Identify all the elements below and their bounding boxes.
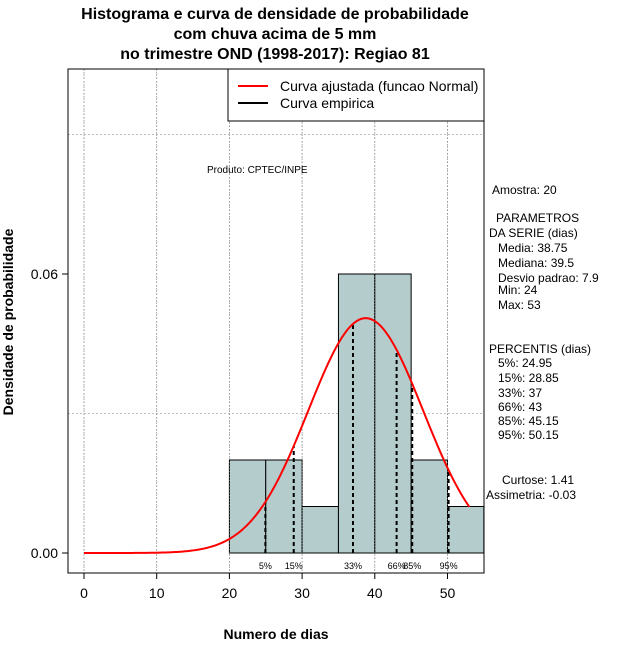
bars-layer bbox=[83, 69, 485, 573]
normal-fit-curve bbox=[84, 317, 471, 554]
percentile-label-5: 95% bbox=[440, 561, 458, 571]
params-title-2: DA SERIE (dias) bbox=[489, 226, 578, 240]
x-tick-label-3: 30 bbox=[294, 585, 310, 601]
y-tick-label-1: 0.06 bbox=[31, 266, 58, 282]
percentile-label-4: 85% bbox=[403, 561, 421, 571]
x-tick-label-0: 0 bbox=[80, 585, 88, 601]
percentil-15: 15%: 28.85 bbox=[498, 371, 559, 385]
percentile-layer: 5% 15% 33% 66%85% 95% bbox=[259, 323, 458, 571]
chart-title-line-1: Histograma e curva de densidade de proba… bbox=[81, 6, 469, 23]
y-axis-label: Densidade de probabilidade bbox=[0, 228, 16, 415]
chart-title-line-3: no trimestre OND (1998-2017): Regiao 81 bbox=[120, 46, 430, 63]
histogram-bar-1 bbox=[265, 459, 303, 554]
param-max: Max: 53 bbox=[498, 298, 541, 312]
percentile-label-1: 15% bbox=[285, 561, 303, 571]
axes-layer: 0 10 20 30 40 50 0.00 0.06 bbox=[31, 266, 456, 601]
percentile-label-3: 66% bbox=[388, 561, 406, 571]
percentis-title: PERCENTIS (dias) bbox=[489, 342, 592, 356]
percentile-label-2: 33% bbox=[344, 561, 362, 571]
param-min: Min: 24 bbox=[498, 283, 538, 297]
params-title-1: PARAMETROS bbox=[496, 211, 580, 225]
histogram-bar-5 bbox=[410, 459, 448, 554]
histogram-bar-3 bbox=[337, 273, 376, 554]
percentile-label-0: 5% bbox=[259, 561, 272, 571]
x-tick-label-1: 10 bbox=[149, 585, 165, 601]
legend-label-0: Curva ajustada (funcao Normal) bbox=[280, 78, 478, 94]
percentil-66: 66%: 43 bbox=[498, 400, 543, 414]
percentil-5: 5%: 24.95 bbox=[498, 356, 553, 370]
sample-size: Amostra: 20 bbox=[492, 183, 557, 197]
curtose-value: Curtose: 1.41 bbox=[502, 473, 575, 487]
param-media: Media: 38.75 bbox=[498, 241, 568, 255]
x-tick-label-5: 50 bbox=[440, 585, 456, 601]
histogram-bar-6 bbox=[447, 506, 485, 554]
param-desvio: Desvio padrao: 7.9 bbox=[498, 271, 599, 285]
histogram-bar-2 bbox=[301, 506, 339, 554]
product-annotation: Produto: CPTEC/INPE bbox=[207, 165, 308, 176]
histogram-bar-4 bbox=[374, 273, 412, 554]
histogram-bar-0 bbox=[228, 459, 267, 554]
percentil-33: 33%: 37 bbox=[498, 386, 543, 400]
curve-layer bbox=[84, 317, 471, 554]
percentil-85: 85%: 45.15 bbox=[498, 414, 559, 428]
x-tick-label-4: 40 bbox=[367, 585, 383, 601]
legend-label-1: Curva empirica bbox=[280, 95, 374, 111]
legend-layer: Curva ajustada (funcao Normal)Curva empi… bbox=[227, 68, 485, 122]
y-tick-label-0: 0.00 bbox=[31, 545, 58, 561]
param-mediana: Mediana: 39.5 bbox=[498, 256, 575, 270]
x-tick-label-2: 20 bbox=[222, 585, 238, 601]
assimetria-value: Assimetria: -0.03 bbox=[486, 488, 577, 502]
x-axis-label: Numero de dias bbox=[223, 626, 328, 642]
chart-title-line-2: com chuva acima de 5 mm bbox=[173, 26, 377, 43]
legend-box bbox=[227, 68, 485, 122]
percentil-95: 95%: 50.15 bbox=[498, 428, 559, 442]
